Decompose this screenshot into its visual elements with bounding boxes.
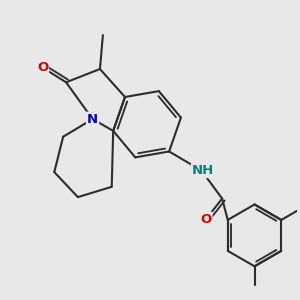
Text: O: O — [200, 213, 211, 226]
Text: N: N — [87, 112, 98, 126]
Text: O: O — [37, 61, 48, 74]
Text: NH: NH — [192, 164, 214, 177]
